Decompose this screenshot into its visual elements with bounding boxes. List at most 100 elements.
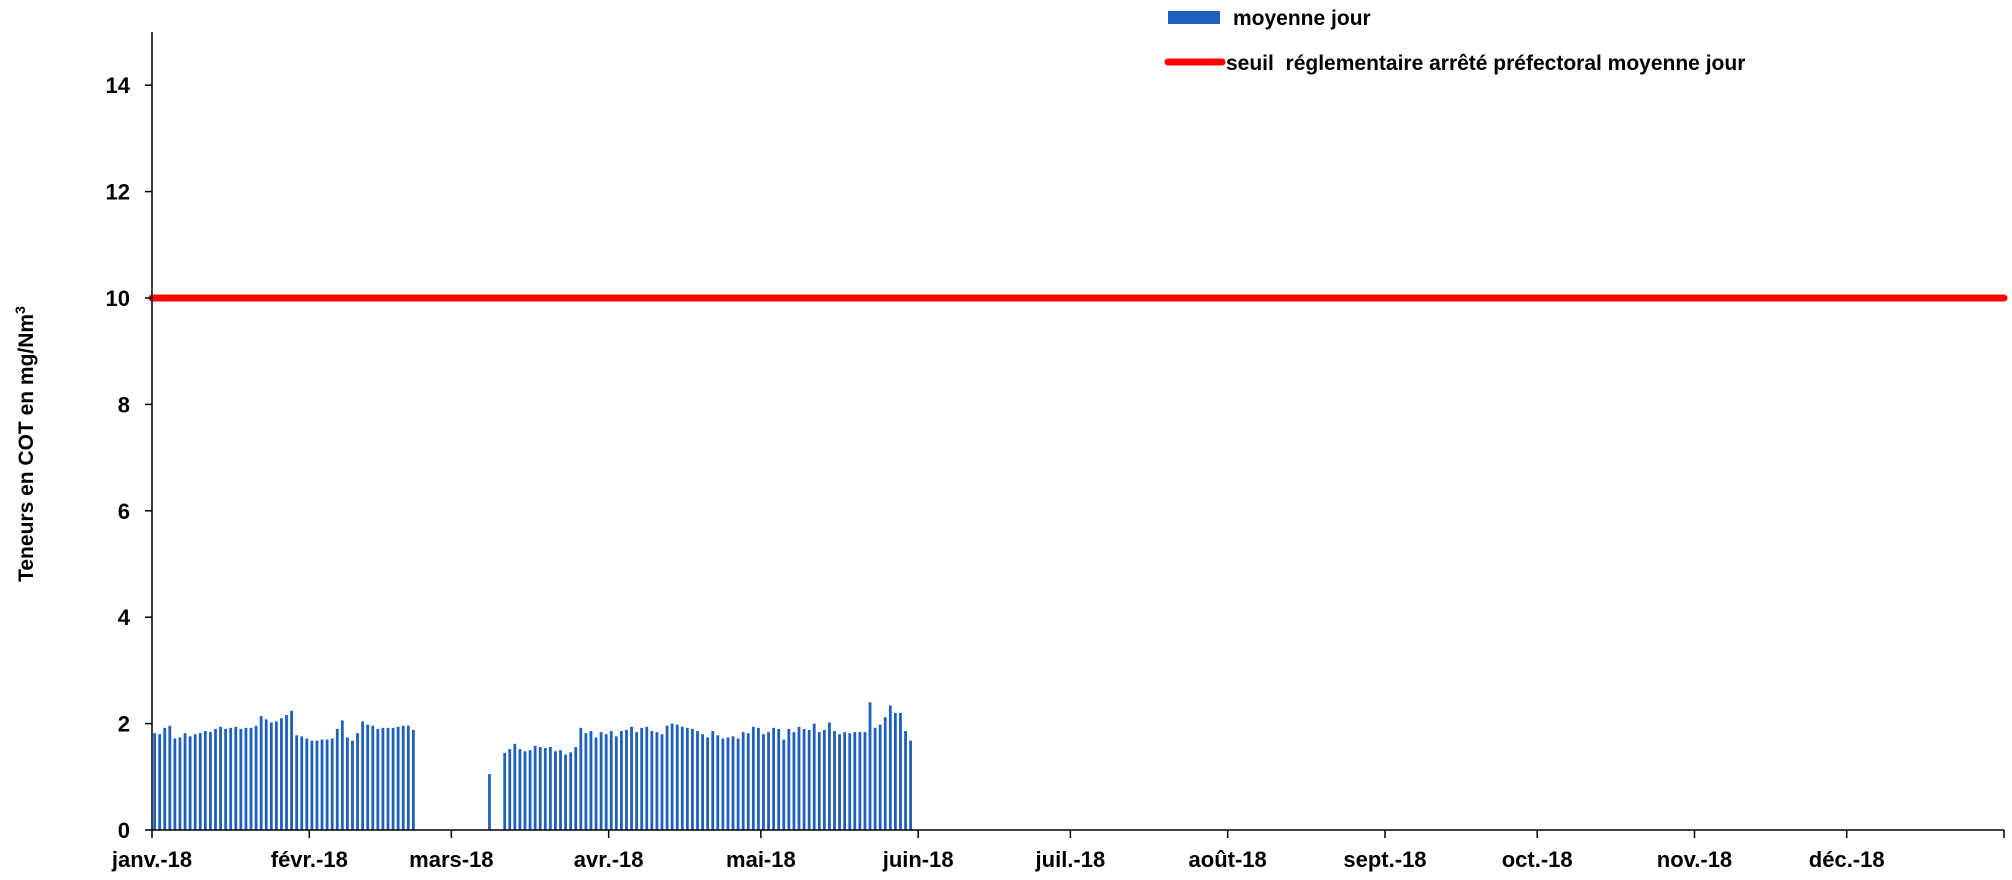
bar — [310, 740, 314, 830]
y-axis-title-text: Teneurs en COT en mg/Nm — [15, 314, 38, 582]
y-axis-title-superscript: 3 — [12, 306, 28, 314]
bar — [249, 727, 253, 830]
bar — [376, 728, 380, 830]
bar — [757, 727, 760, 830]
bar — [269, 722, 273, 830]
x-tick-label: juil.-18 — [1035, 847, 1106, 872]
bar — [838, 734, 841, 830]
bar — [660, 734, 664, 830]
bar — [721, 738, 725, 830]
bar — [736, 738, 740, 830]
bar — [767, 732, 770, 830]
bar — [163, 727, 167, 830]
bar — [219, 726, 222, 830]
bar — [817, 732, 821, 830]
bar — [909, 740, 913, 830]
bar — [371, 725, 375, 830]
bar — [239, 728, 243, 830]
bar — [777, 728, 781, 830]
x-tick-label: déc.-18 — [1809, 847, 1885, 872]
bar — [295, 735, 299, 830]
bar — [538, 747, 542, 830]
bar — [214, 728, 217, 830]
y-tick-label: 4 — [118, 605, 131, 630]
x-tick-label: août-18 — [1189, 847, 1267, 872]
bar — [899, 712, 902, 830]
bar — [843, 732, 847, 830]
y-ticks: 0 2 4 6 8 10 12 14 — [106, 73, 152, 843]
bar — [356, 733, 359, 830]
legend-swatch-bars — [1168, 11, 1220, 24]
bar — [335, 728, 339, 830]
bar — [635, 732, 639, 830]
bar — [193, 734, 197, 830]
bar — [320, 739, 324, 830]
bar — [488, 774, 491, 830]
bar — [285, 715, 288, 830]
bar — [772, 727, 776, 830]
bar — [533, 745, 537, 830]
bar — [244, 727, 248, 830]
bar — [315, 740, 319, 830]
bar — [351, 740, 354, 830]
bar — [361, 721, 365, 830]
x-tick-label: nov.-18 — [1657, 847, 1732, 872]
bar — [584, 733, 588, 830]
bar — [787, 728, 791, 830]
bar — [178, 737, 182, 830]
bar — [873, 727, 877, 830]
bar — [640, 727, 644, 830]
bar — [396, 726, 400, 830]
bar — [685, 727, 689, 830]
bar — [340, 720, 344, 830]
bar — [614, 736, 618, 830]
bar — [330, 738, 334, 830]
bar — [691, 728, 694, 830]
bar — [746, 733, 750, 830]
bar — [198, 733, 202, 830]
bar — [782, 739, 786, 830]
bar — [863, 732, 867, 830]
bar — [620, 731, 623, 830]
bar — [883, 717, 887, 830]
bar — [305, 738, 309, 830]
y-tick-label: 6 — [118, 499, 130, 524]
bar — [518, 749, 522, 830]
bar — [675, 724, 679, 830]
bar — [665, 725, 669, 830]
x-ticks: janv.-18 févr.-18 mars-18 avr.-18 mai-18 juin… — [111, 830, 2005, 872]
bar — [325, 739, 329, 830]
x-tick-label: sept.-18 — [1343, 847, 1426, 872]
bar — [650, 731, 654, 830]
bar — [523, 751, 527, 830]
bar — [701, 734, 704, 830]
y-tick-label: 8 — [118, 392, 130, 417]
bar — [234, 726, 238, 830]
bar — [274, 721, 278, 830]
bar — [280, 718, 283, 830]
bar — [868, 702, 872, 830]
bar — [802, 728, 806, 830]
bar — [711, 731, 715, 830]
bar — [366, 724, 370, 830]
bar — [833, 731, 836, 830]
bar — [173, 738, 177, 830]
bar — [543, 748, 547, 830]
bar — [153, 733, 156, 830]
bar — [229, 727, 233, 830]
bar — [904, 731, 907, 830]
y-tick-label: 2 — [118, 712, 130, 737]
bar — [290, 710, 293, 830]
bar — [554, 751, 557, 830]
bar — [853, 732, 857, 830]
bar — [858, 732, 862, 830]
bar — [381, 727, 385, 830]
bar — [792, 732, 796, 830]
bar — [797, 726, 801, 830]
bar — [630, 726, 633, 830]
bar — [625, 729, 628, 830]
bar — [548, 747, 552, 830]
bar — [183, 733, 187, 830]
bar — [391, 727, 395, 830]
bar — [406, 725, 410, 830]
